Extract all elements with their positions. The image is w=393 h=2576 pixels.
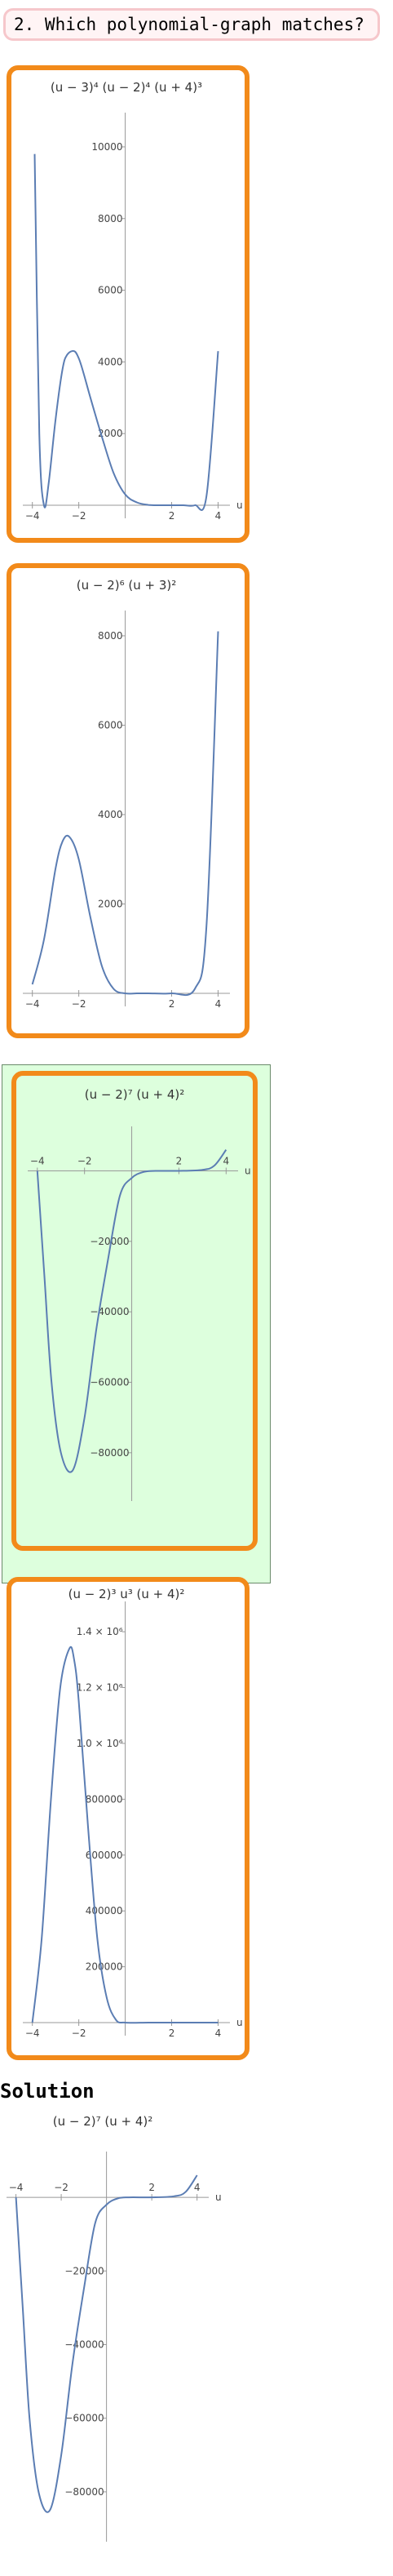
solution-y-tick-label: −20000 (64, 2265, 104, 2276)
option-4-y-tick-label: 200000 (86, 1961, 123, 1973)
option-3-x-tick-label: 2 (176, 1156, 183, 1167)
option-4-x-tick-label: 4 (215, 2027, 222, 2039)
solution-heading: Solution (0, 2080, 95, 2103)
option-1-x-tick-label: 2 (169, 510, 175, 522)
option-2-formula: (u − 2)⁶ (u + 3)² (77, 578, 177, 593)
answer-option-4[interactable]: (u − 2)³ u³ (u + 4)² −4 −2 2 4 u 200000 400000 6… (7, 1577, 249, 2060)
answer-option-2[interactable]: (u − 2)⁶ (u + 3)² −4 −2 2 4 2000 4000 6000 8000 (7, 563, 249, 1038)
option-3-x-axis-label: u (245, 1166, 251, 1177)
solution-y-tick-label: −80000 (64, 2486, 104, 2498)
option-3-x-tick-label: −4 (30, 1156, 45, 1167)
solution-y-tick-label: −40000 (64, 2338, 104, 2350)
option-2-x-tick-label: 2 (169, 998, 175, 1010)
option-4-y-tick-label: 600000 (86, 1850, 123, 1861)
option-4-y-tick-label: 1.4 × 10⁶ (77, 1626, 123, 1637)
option-1-y-tick-label: 6000 (98, 285, 123, 296)
option-2-x-tick-label: 4 (215, 998, 222, 1010)
option-4-y-tick-label: 400000 (86, 1905, 123, 1916)
option-2-y-tick-label: 2000 (98, 898, 123, 909)
option-3-y-tick-label: −80000 (90, 1447, 129, 1459)
option-4-x-axis-label: u (236, 2017, 243, 2028)
solution-x-tick-label: 2 (148, 2182, 155, 2193)
option-2-y-tick-label: 6000 (98, 719, 123, 731)
option-3-formula: (u − 2)⁷ (u + 4)² (85, 1087, 185, 1102)
option-3-curve (36, 1149, 227, 1473)
option-4-x-tick-label: −2 (72, 2027, 86, 2039)
answer-option-3[interactable]: (u − 2)⁷ (u + 4)² −4 −2 2 4 u −20000 −40000 −600… (11, 1071, 258, 1551)
option-3-x-tick-label: −2 (77, 1156, 92, 1167)
option-2-x-tick-label: −2 (72, 998, 86, 1010)
solution-plot: (u − 2)⁷ (u + 4)² −4 −2 2 4 u −20000 −40000 −600… (7, 2114, 222, 2542)
option-4-y-tick-label: 1.2 × 10⁶ (77, 1682, 123, 1694)
option-3-y-tick-label: −20000 (90, 1236, 129, 1247)
option-3-x-tick-label: 4 (223, 1156, 229, 1167)
question-prompt: 2. Which polynomial-graph matches? (3, 8, 380, 41)
solution-x-tick-label: 4 (194, 2182, 201, 2193)
option-1-x-tick-label: −2 (72, 510, 86, 522)
option-1-curve (33, 153, 219, 511)
option-4-x-tick-label: 2 (169, 2027, 175, 2039)
option-1-x-tick-label: 4 (215, 510, 222, 522)
option-2-curve (31, 631, 219, 997)
option-4-y-tick-label: 800000 (86, 1793, 123, 1805)
option-1-y-tick-label: 4000 (98, 356, 123, 367)
option-1-y-tick-label: 8000 (98, 213, 123, 224)
solution-x-axis-label: u (215, 2192, 222, 2203)
solution-curve (15, 2174, 198, 2513)
option-3-y-tick-label: −40000 (90, 1306, 129, 1317)
option-4-formula: (u − 2)³ u³ (u + 4)² (68, 1587, 185, 1601)
option-1-y-tick-label: 2000 (98, 428, 123, 439)
option-1-formula: (u − 3)⁴ (u − 2)⁴ (u + 4)³ (51, 80, 202, 95)
option-3-y-tick-label: −60000 (90, 1377, 129, 1388)
option-1-x-tick-label: −4 (25, 510, 40, 522)
option-4-curve (31, 1646, 219, 2024)
option-4-x-tick-label: −4 (25, 2027, 40, 2039)
option-2-plot: (u − 2)⁶ (u + 3)² −4 −2 2 4 2000 4000 6000 8000 (23, 578, 230, 1010)
option-4-y-tick-label: 1.0 × 10⁶ (77, 1738, 123, 1749)
solution-x-tick-label: −4 (9, 2182, 24, 2193)
solution-formula: (u − 2)⁷ (u + 4)² (53, 2114, 153, 2129)
option-3-plot: (u − 2)⁷ (u + 4)² −4 −2 2 4 u −20000 −40000 −600… (28, 1087, 251, 1501)
answer-option-1[interactable]: (u − 3)⁴ (u − 2)⁴ (u + 4)³ −4 −2 2 4 u 2000 400… (7, 65, 249, 543)
option-2-y-tick-label: 4000 (98, 809, 123, 820)
solution-x-tick-label: −2 (54, 2182, 68, 2193)
option-1-plot: (u − 3)⁴ (u − 2)⁴ (u + 4)³ −4 −2 2 4 u 2000 400… (23, 80, 243, 522)
option-2-x-tick-label: −4 (25, 998, 40, 1010)
option-2-y-tick-label: 8000 (98, 630, 123, 642)
option-1-x-axis-label: u (236, 500, 243, 511)
solution-y-tick-label: −60000 (64, 2413, 104, 2424)
option-4-plot: (u − 2)³ u³ (u + 4)² −4 −2 2 4 u 200000 400000 6… (23, 1587, 243, 2039)
option-1-y-tick-label: 10000 (91, 141, 122, 153)
